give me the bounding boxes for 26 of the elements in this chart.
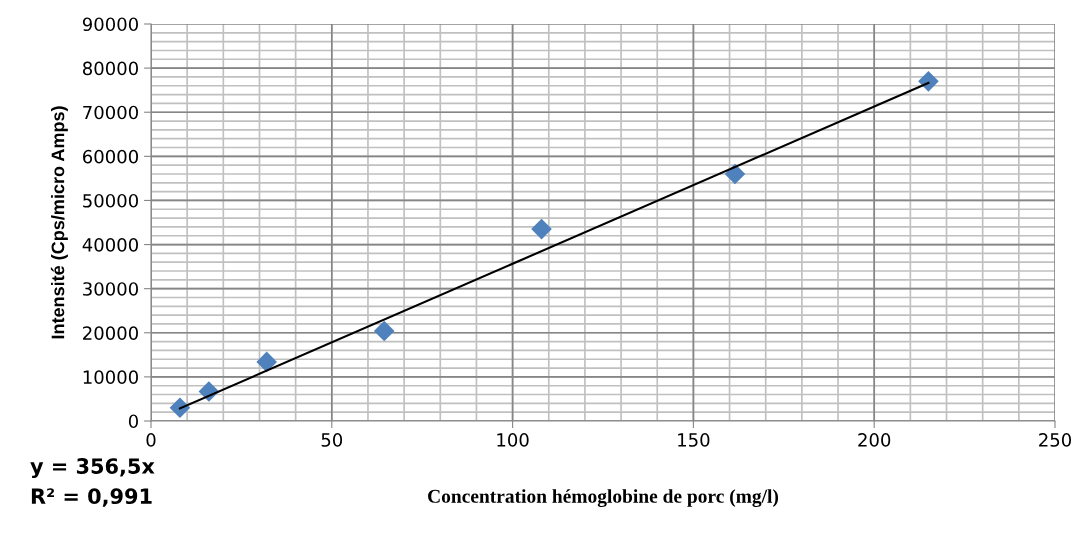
point (724, 163, 746, 185)
text: R² = 0,991 (31, 488, 152, 507)
y-tick-label: 70000 (83, 105, 138, 120)
x-axis-title: Concentration hémoglobine de porc (mg/l) (428, 489, 779, 507)
y-tick-label: 60000 (83, 149, 138, 164)
point (256, 351, 278, 373)
x-tick-label: 100 (497, 433, 529, 447)
point (169, 397, 191, 419)
y-tick-label: 90000 (82, 17, 138, 32)
y-tick-label: 10000 (83, 370, 138, 385)
x-tick-label: 200 (858, 433, 891, 447)
point (373, 320, 395, 342)
x-tick-label: 250 (1039, 433, 1072, 447)
y-axis-title: Intensité (Cps/micro Amps) (50, 106, 68, 339)
x-tick-label: 0 (146, 433, 156, 447)
y-tick-label: 0 (128, 414, 138, 429)
y-tick-label: 50000 (83, 193, 138, 208)
y-tick-label: 30000 (83, 282, 138, 296)
x-tick-label: 150 (678, 433, 710, 447)
y-tick-label: 20000 (83, 326, 138, 340)
y-tick-label: 40000 (82, 238, 138, 252)
x-tick-label: 50 (321, 433, 343, 447)
y-tick-label: 80000 (82, 61, 138, 76)
point (531, 218, 552, 240)
point (918, 71, 939, 92)
text: y = 356,5x (30, 458, 155, 479)
